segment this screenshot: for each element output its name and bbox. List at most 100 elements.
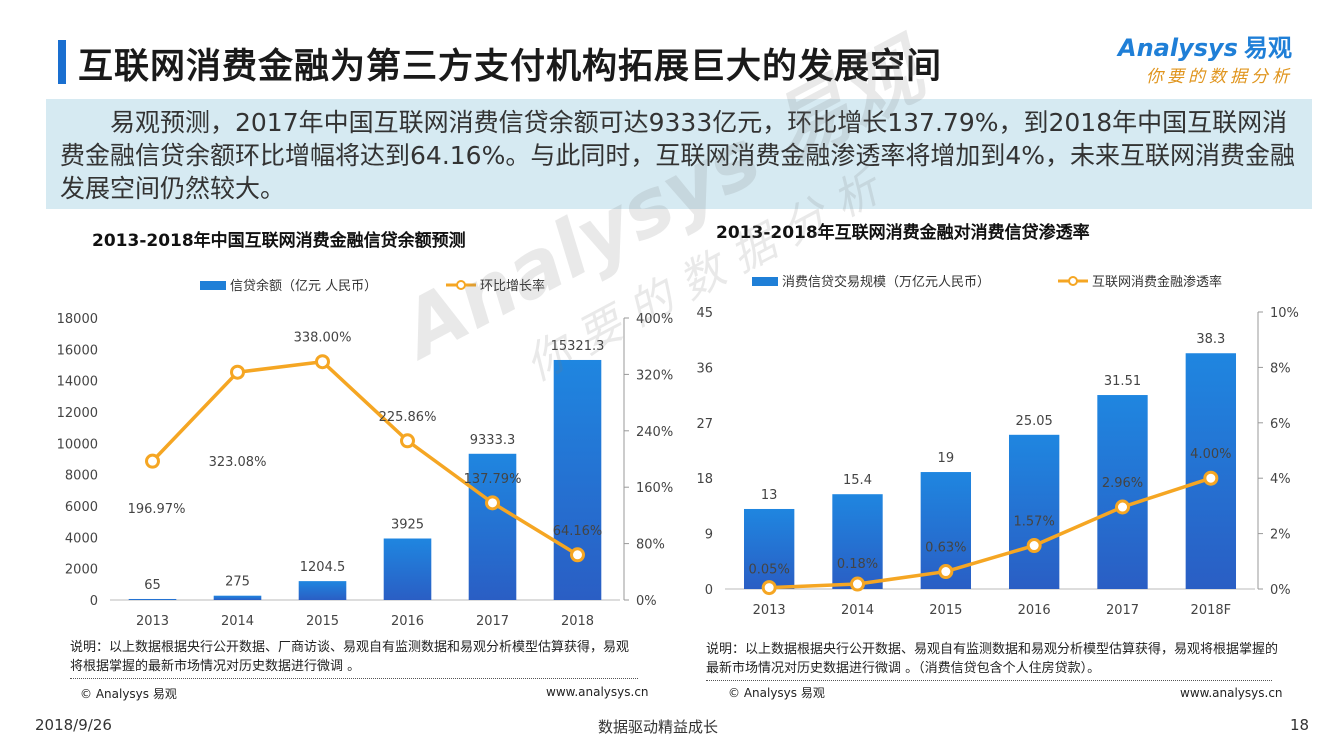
line-point [315,354,330,370]
line-value-label: 4.00% [1190,447,1231,462]
analysys-logo: Analysys 易观 你要的数据分析 [1118,28,1318,90]
x-tick-label: 2014 [841,603,874,618]
line-point [1115,499,1130,515]
y-left-tick-label: 0 [705,583,713,598]
y-left-tick-label: 12000 [57,406,98,421]
bar [1097,395,1148,589]
legend-label-line: 互联网消费金融渗透率 [1092,274,1222,290]
y-left-tick-label: 45 [696,306,713,321]
y-right-tick-label: 4% [1270,472,1291,487]
bar-value-label: 19 [938,451,955,466]
summary-box: 易观预测，2017年中国互联网消费信贷余额可达9333亿元，环比增长137.79… [46,99,1312,209]
line-value-label: 1.57% [1014,515,1055,530]
y-right-tick-label: 8% [1270,361,1291,376]
line-point [850,576,865,592]
logo-brand: Analysys [1118,34,1238,62]
left-chart: 信贷余额（亿元 人民币） 环比增长率 0 2000 4000 6000 8000 10000 1… [57,278,674,629]
legend-label-line: 环比增长率 [480,278,545,294]
line-point [1026,538,1042,554]
line-value-label: 323.08% [209,455,267,470]
line-point [938,564,954,580]
y-left-tick-label: 10000 [57,437,98,452]
footer-date: 2018/9/26 [35,716,112,734]
y-right-tick-label: 400% [636,312,673,327]
bar [553,359,602,600]
bar-value-label: 3925 [391,518,424,533]
series-line [151,359,579,557]
bar-value-label: 9333.3 [470,433,516,448]
x-tick-label: 2013 [136,614,169,629]
y-right-tick-label: 0% [636,594,657,609]
line-value-label: 137.79% [464,472,522,487]
x-tick-label: 2016 [1018,603,1051,618]
legend-swatch-bars [200,281,226,290]
x-tick-label: 2015 [929,603,962,618]
y-left-tick-label: 6000 [65,500,98,515]
logo-tagline: 你要的数据分析 [1146,67,1293,87]
y-left-tick-label: 14000 [57,375,98,390]
right-chart-note: 说明：以上数据根据央行公开数据、易观自有监测数据和易观分析模型估算获得，易观将根… [706,642,1279,676]
x-tick-label: 2015 [306,614,339,629]
x-tick-label: 2016 [391,614,424,629]
page-title: 互联网消费金融为第三方支付机构拓展巨大的发展空间 [78,47,943,87]
y-left-tick-label: 18 [696,472,713,487]
y-right-tick-label: 80% [636,538,665,553]
y-left-tick-label: 27 [696,417,713,432]
right-site-link[interactable]: www.analysys.cn [1180,686,1283,700]
y-left-tick-label: 16000 [57,343,98,358]
line-value-label: 225.86% [379,410,437,425]
bar-value-label: 31.51 [1104,374,1141,389]
bar [298,581,347,600]
x-tick-label: 2013 [753,603,786,618]
line-value-label: 338.00% [294,331,352,346]
y-left-tick-label: 4000 [65,531,98,546]
y-right-tick-label: 2% [1270,528,1291,543]
title-accent-bar [58,40,66,84]
left-note-rule [70,678,638,679]
line-value-label: 64.16% [553,524,603,539]
x-tick-label: 2018F [1191,603,1232,618]
bar [128,598,177,600]
y-left-tick-label: 2000 [65,563,98,578]
y-right-tick-label: 10% [1270,306,1299,321]
bar-value-label: 38.3 [1196,332,1225,347]
legend-marker-line [1068,276,1078,286]
y-left-tick-label: 8000 [65,469,98,484]
bar [468,453,517,600]
left-chart-note: 说明：以上数据根据央行公开数据、厂商访谈、易观自有监测数据和易观分析模型估算获得… [70,640,630,674]
summary-text: 易观预测，2017年中国互联网消费信贷余额可达9333亿元，环比增长137.79… [60,108,1295,203]
line-point [145,453,160,469]
right-note-rule [706,680,1272,681]
line-point [400,433,415,449]
bar-value-label: 15.4 [843,473,872,488]
footer-page-number: 18 [1290,716,1310,734]
right-chart: 消费信贷交易规模（万亿元人民币） 互联网消费金融渗透率 0 9 18 27 36 45 0% 2%… [696,274,1299,618]
x-tick-label: 2017 [476,614,509,629]
bar-value-label: 65 [144,578,161,593]
legend-swatch-bars [752,277,778,286]
line-value-label: 0.18% [837,557,878,572]
y-right-tick-label: 240% [636,425,673,440]
logo-brand-line: Analysys 易观 [1118,28,1292,63]
legend-marker-line [456,280,466,290]
bar [383,538,432,600]
y-left-tick-label: 36 [696,361,713,376]
y-left-tick-label: 18000 [57,312,98,327]
line-point [570,547,585,563]
left-site-link[interactable]: www.analysys.cn [546,685,649,699]
logo-brand-cn: 易观 [1243,34,1292,62]
y-left-tick-label: 9 [705,528,713,543]
x-tick-label: 2018 [561,614,594,629]
bar-value-label: 275 [225,575,250,590]
x-tick-label: 2014 [221,614,254,629]
y-right-tick-label: 0% [1270,583,1291,598]
line-point [230,364,245,380]
bar-value-label: 13 [761,488,778,503]
footer-slogan: 数据驱动精益成长 [598,718,719,736]
legend-label-bars: 消费信贷交易规模（万亿元人民币） [782,274,990,290]
bar [743,508,795,589]
line-point [761,580,777,596]
right-chart-title: 2013-2018年互联网消费金融对消费信贷渗透率 [716,223,1090,243]
left-chart-title: 2013-2018年中国互联网消费金融信贷余额预测 [92,231,466,251]
bar-value-label: 15321.3 [551,339,605,354]
